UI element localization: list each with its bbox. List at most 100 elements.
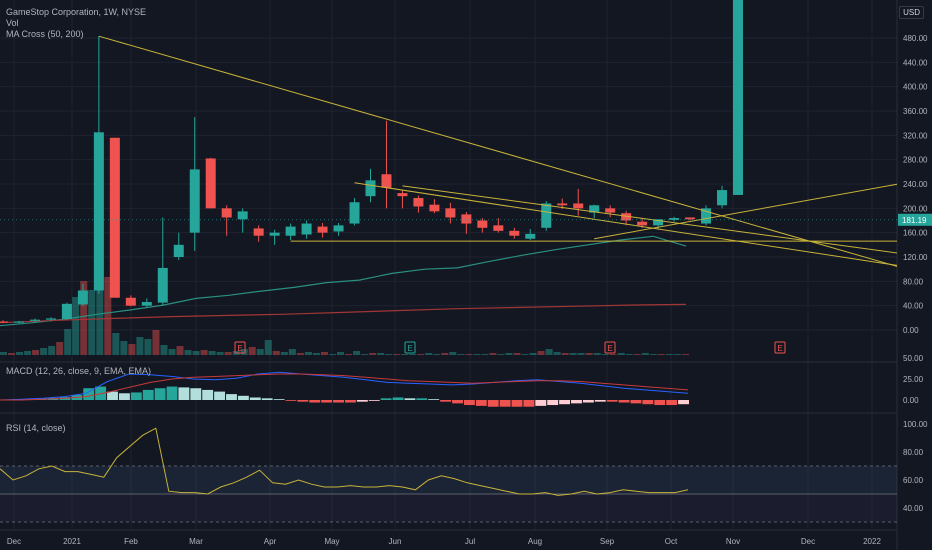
volume-bar — [633, 354, 641, 355]
ma-slow-line — [0, 303, 687, 324]
trendline — [98, 35, 898, 267]
price-tick-label: 480.00 — [903, 34, 928, 43]
candle-body — [413, 197, 424, 207]
volume-bar — [48, 346, 56, 355]
macd-histogram-bar — [249, 397, 261, 400]
volume-bar — [593, 353, 601, 355]
time-axis: Dec 2021 Feb Mar Apr May Jun Jul Aug Sep Oct Nov Dec… — [7, 537, 882, 546]
time-tick-label: Mar — [189, 537, 203, 546]
volume-bar — [120, 341, 128, 355]
time-tick-label: Nov — [726, 537, 740, 546]
macd-histogram-bar — [630, 400, 642, 404]
macd-series — [0, 371, 689, 407]
volume-bar — [569, 353, 577, 355]
time-tick-label: Feb — [124, 537, 138, 546]
volume-bar — [609, 354, 617, 355]
candle-body — [61, 303, 72, 320]
candle-body — [189, 169, 200, 233]
candle-body — [109, 137, 120, 298]
candle-body — [461, 214, 472, 224]
candle-body — [173, 244, 184, 257]
rsi-tick-label: 80.00 — [903, 448, 924, 457]
macd-histogram-bar — [273, 399, 285, 400]
trendline — [594, 183, 898, 240]
price-tick-label: 200.00 — [903, 204, 928, 213]
candle-body — [541, 203, 552, 228]
volume-bar — [529, 353, 537, 355]
volume-bar — [673, 354, 681, 355]
volume-bar — [256, 349, 264, 355]
volume-bar — [393, 354, 401, 355]
macd-histogram-bar — [404, 398, 416, 400]
rsi-series — [0, 427, 897, 523]
macd-legend: MACD (12, 26, close, 9, EMA, EMA) — [6, 366, 152, 376]
last-price-label: 181.19 — [902, 216, 927, 225]
volume-bar — [513, 353, 521, 355]
volume-bar — [16, 352, 24, 355]
volume-bar — [272, 351, 280, 355]
volume-bar — [353, 351, 361, 355]
volume-bar — [425, 353, 433, 355]
volume-bar — [489, 353, 497, 355]
volume-bar — [168, 349, 176, 355]
candle-body — [397, 193, 408, 197]
macd-histogram-bar — [285, 400, 297, 401]
rsi-line — [0, 427, 689, 496]
macd-histogram-bar — [547, 400, 559, 406]
macd-histogram-bar — [559, 400, 571, 405]
candle-body — [701, 208, 712, 224]
ma-legend: MA Cross (50, 200) — [6, 29, 84, 39]
candle-body — [349, 202, 360, 224]
volume-bar — [505, 353, 513, 355]
candle-body — [365, 180, 376, 197]
macd-histogram-bar — [606, 400, 618, 402]
moving-averages — [0, 235, 687, 327]
price-tick-label: 240.00 — [903, 180, 928, 189]
price-tick-label: 320.00 — [903, 131, 928, 140]
volume-bar — [336, 352, 344, 355]
candle-body — [637, 221, 648, 226]
time-tick-label: Aug — [528, 537, 542, 546]
rsi-upper-fill — [0, 466, 897, 494]
volume-bar — [433, 354, 441, 355]
candle-body — [141, 302, 152, 306]
time-tick-label: 2022 — [863, 537, 881, 546]
volume-bar — [401, 354, 409, 355]
volume-bar — [280, 352, 288, 355]
candle-body — [285, 226, 296, 236]
macd-histogram-bar — [83, 388, 95, 400]
volume-bar — [208, 351, 216, 355]
chart-title: GameStop Corporation, 1W, NYSE — [6, 7, 147, 17]
macd-histogram-bar — [463, 400, 475, 406]
candle-body — [269, 232, 280, 236]
volume-bar — [304, 352, 312, 355]
earnings-marker — [774, 341, 786, 354]
earnings-marker — [404, 341, 416, 354]
candle-body — [93, 132, 104, 291]
macd-histogram-bar — [321, 400, 333, 403]
candle-body — [221, 208, 232, 218]
macd-histogram-bar — [368, 400, 380, 401]
earnings-marker-label: E — [407, 344, 412, 353]
macd-histogram-bar — [678, 400, 689, 405]
macd-histogram-bar — [380, 398, 392, 400]
volume-bar — [641, 353, 649, 355]
candle-body — [317, 226, 328, 233]
volume-bar — [104, 277, 112, 355]
macd-histogram-bar — [523, 400, 535, 407]
macd-histogram-bar — [535, 400, 547, 406]
earnings-marker-label: E — [237, 344, 242, 353]
macd-histogram-bar — [356, 400, 368, 402]
candle-body — [525, 233, 536, 239]
macd-tick-label: 25.00 — [903, 375, 924, 384]
volume-bar — [80, 281, 88, 355]
macd-histogram-bar — [333, 400, 344, 403]
candle-body — [733, 0, 743, 195]
candle-body — [333, 225, 344, 232]
volume-bar — [160, 345, 168, 355]
volume-bar — [24, 351, 32, 355]
currency-button[interactable]: USD — [899, 6, 924, 19]
candle-body — [205, 158, 216, 209]
